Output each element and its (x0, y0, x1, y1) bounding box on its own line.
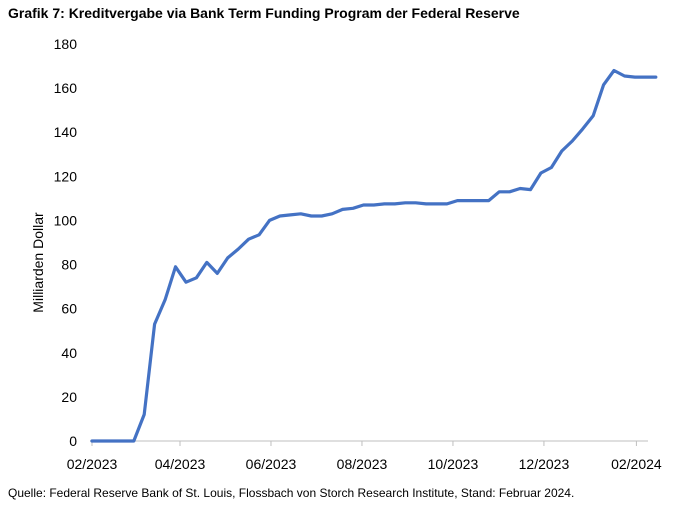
x-tick-label: 02/2023 (67, 456, 118, 472)
series-line (90, 68, 658, 443)
y-tick-label: 140 (54, 124, 78, 140)
x-tick-label: 12/2023 (519, 456, 570, 472)
y-tick-label: 120 (54, 168, 78, 184)
y-tick-label: 60 (61, 301, 77, 317)
y-tick-label: 100 (54, 212, 78, 228)
y-tick-label: 20 (61, 389, 77, 405)
chart-title: Grafik 7: Kreditvergabe via Bank Term Fu… (8, 5, 520, 21)
y-tick-label: 0 (69, 433, 77, 449)
y-tick-label: 160 (54, 80, 78, 96)
y-axis: 0 20 40 60 80 100 120 140 160 180 (54, 36, 78, 449)
x-axis: 02/2023 04/2023 06/2023 08/2023 10/2023 12/20… (67, 441, 662, 472)
source-note: Quelle: Federal Reserve Bank of St. Loui… (8, 486, 575, 500)
x-tick-label: 08/2023 (337, 456, 388, 472)
y-tick-label: 40 (61, 345, 77, 361)
y-tick-label: 180 (54, 36, 78, 52)
y-tick-label: 80 (61, 257, 77, 273)
x-tick-label: 06/2023 (246, 456, 297, 472)
x-tick-label: 02/2024 (611, 456, 662, 472)
x-tick-label: 04/2023 (155, 456, 206, 472)
y-axis-label: Milliarden Dollar (30, 212, 46, 313)
x-tick-label: 10/2023 (428, 456, 479, 472)
